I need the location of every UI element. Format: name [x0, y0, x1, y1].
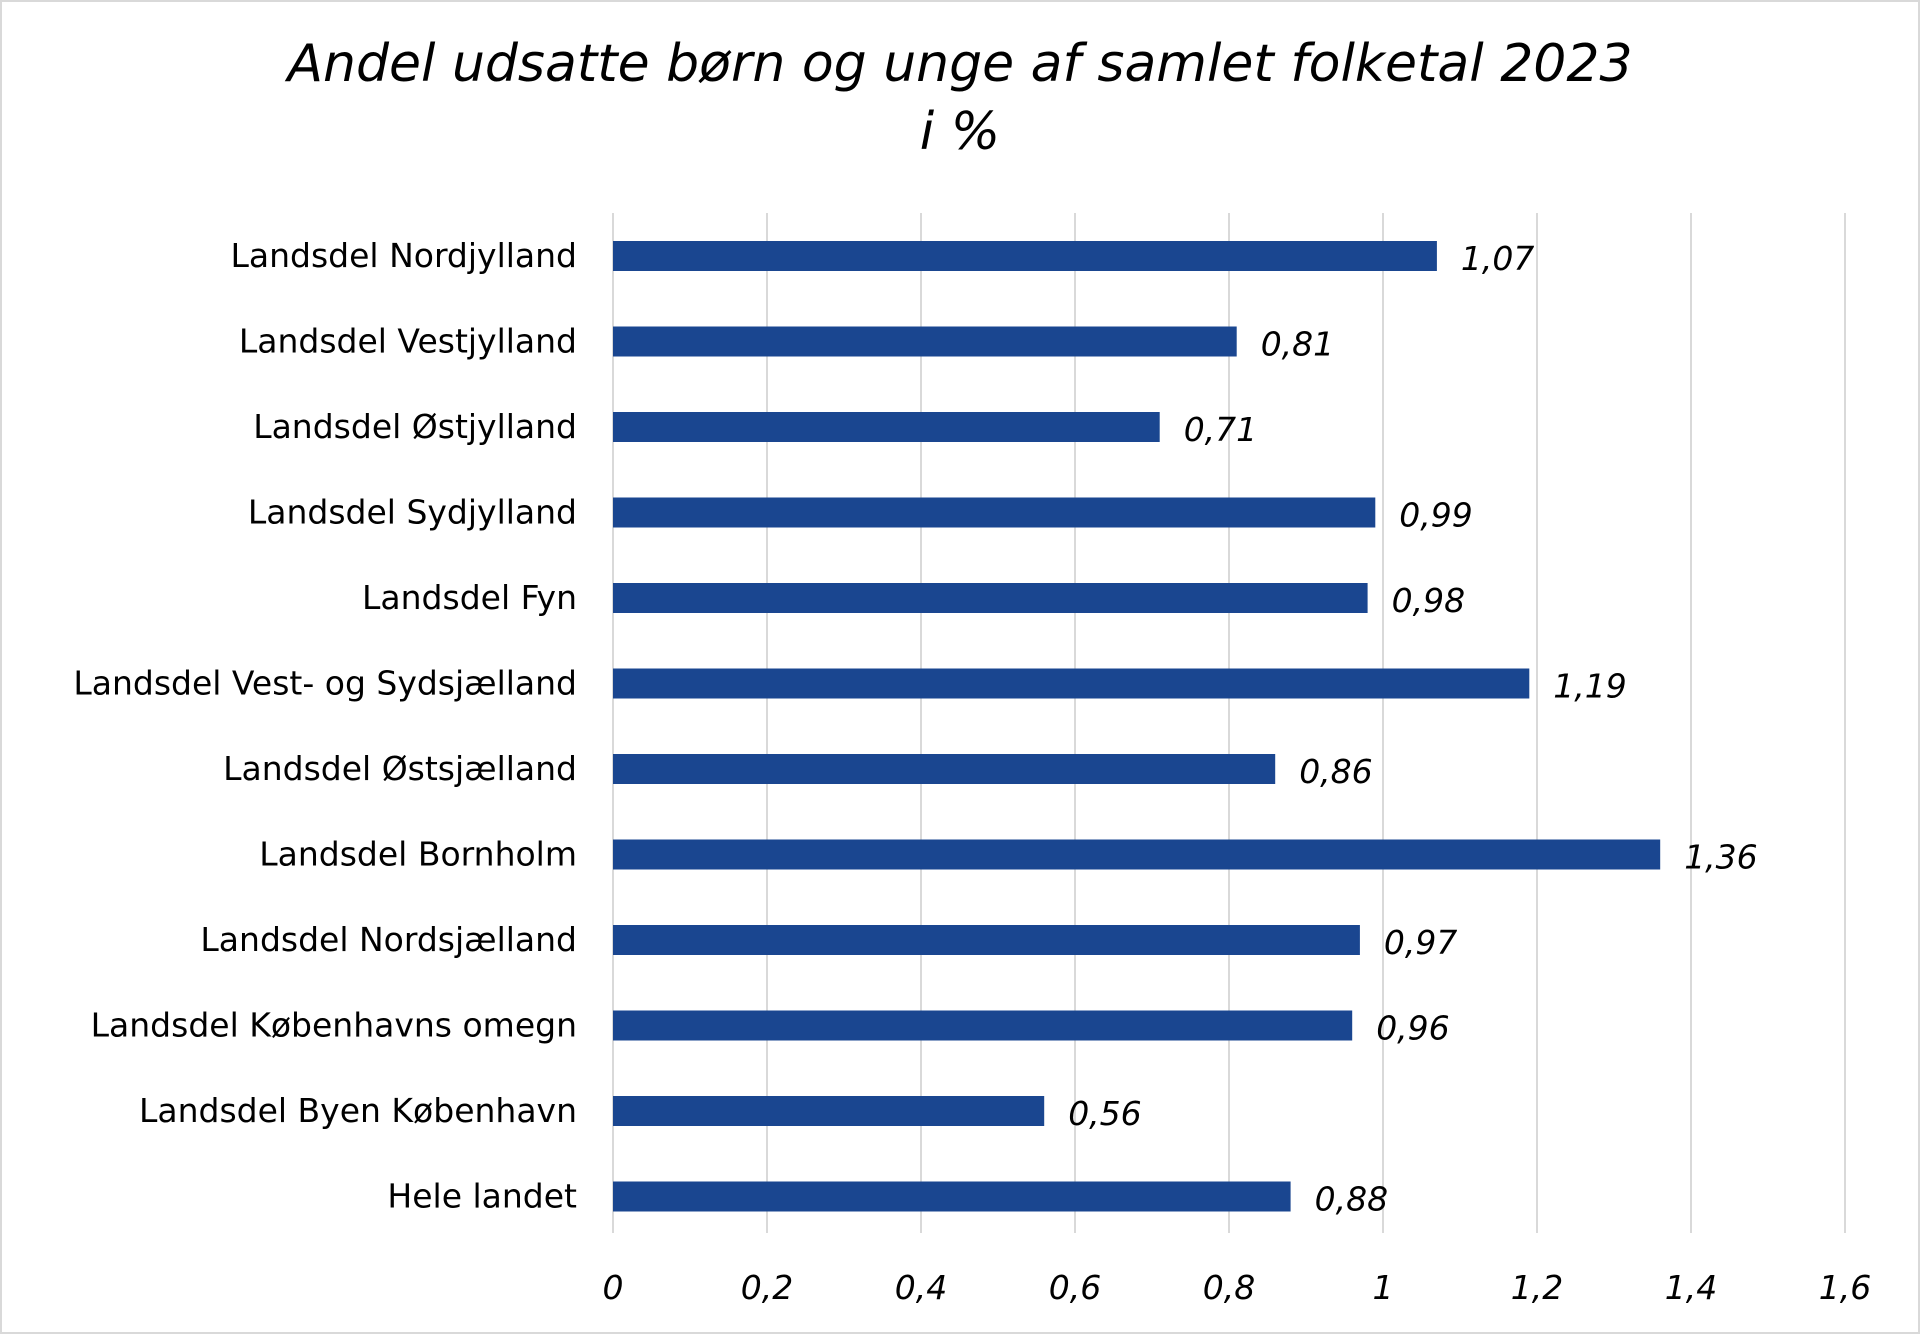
category-label: Landsdel Vest- og Sydsjælland [73, 664, 577, 703]
bar [613, 1181, 1291, 1212]
category-label: Landsdel Nordsjælland [200, 920, 577, 959]
x-tick-label: 1 [1373, 1268, 1394, 1307]
category-label: Landsdel Byen København [139, 1091, 577, 1130]
chart-title-line-1: Andel udsatte børn og unge af samlet fol… [287, 34, 1633, 94]
value-label: 0,98 [1392, 581, 1465, 620]
bar [613, 412, 1160, 442]
x-tick-label: 1,6 [1819, 1268, 1871, 1307]
bar [613, 1010, 1353, 1041]
bar [613, 326, 1237, 357]
category-label: Landsdel Østsjælland [223, 749, 577, 788]
value-label: 0,81 [1261, 325, 1334, 364]
value-label: 0,86 [1299, 752, 1372, 791]
value-label: 0,99 [1399, 496, 1472, 535]
x-tick-label: 0,8 [1203, 1268, 1255, 1307]
bar [613, 839, 1661, 870]
category-label: Hele landet [387, 1177, 577, 1216]
category-label: Landsdel Østjylland [253, 407, 577, 446]
bar [613, 925, 1360, 955]
bar [613, 241, 1437, 271]
value-label: 0,88 [1315, 1180, 1388, 1219]
x-tick-label: 0,4 [895, 1268, 947, 1307]
category-label: Landsdel Vestjylland [239, 322, 577, 361]
category-label: Landsdel Sydjylland [248, 493, 577, 532]
bar [613, 1096, 1045, 1126]
x-tick-label: 0,2 [741, 1268, 793, 1307]
value-label: 1,36 [1684, 838, 1757, 877]
value-label: 0,71 [1184, 410, 1257, 449]
bar [613, 754, 1276, 784]
value-label: 1,07 [1461, 239, 1534, 278]
bar [613, 497, 1376, 528]
x-tick-label: 0 [603, 1268, 624, 1307]
category-label: Landsdel Bornholm [259, 835, 577, 874]
x-tick-label: 1,4 [1665, 1268, 1717, 1307]
category-label: Landsdel Københavns omegn [91, 1006, 577, 1045]
value-label: 1,19 [1553, 667, 1626, 706]
x-tick-label: 0,6 [1049, 1268, 1101, 1307]
chart-title: Andel udsatte børn og unge af samlet fol… [0, 30, 1920, 166]
chart-title-line-2: i % [919, 102, 1001, 162]
bar [613, 583, 1368, 613]
value-label: 0,56 [1068, 1094, 1141, 1133]
category-label: Landsdel Fyn [362, 578, 577, 617]
x-tick-label: 1,2 [1511, 1268, 1563, 1307]
bar [613, 668, 1530, 699]
value-label: 0,97 [1384, 923, 1457, 962]
value-label: 0,96 [1376, 1009, 1449, 1048]
category-label: Landsdel Nordjylland [231, 236, 578, 275]
